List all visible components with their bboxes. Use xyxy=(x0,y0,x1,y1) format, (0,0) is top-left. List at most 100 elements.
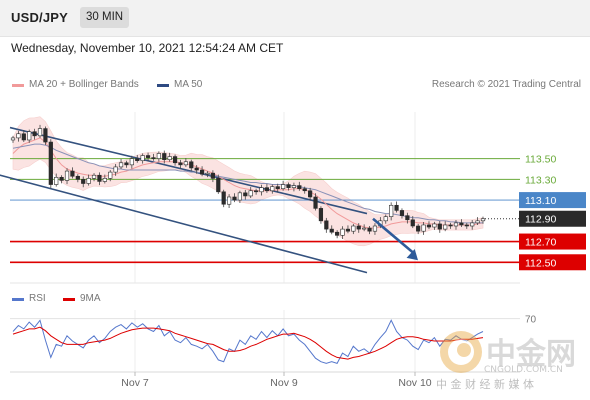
candle-28 xyxy=(162,150,167,164)
candle-74 xyxy=(410,216,415,229)
candle-23 xyxy=(135,154,140,163)
candle-body xyxy=(32,131,37,137)
candle-0 xyxy=(10,135,16,143)
candle-body xyxy=(210,172,215,179)
candle-6 xyxy=(43,126,48,145)
candle-body xyxy=(118,162,124,168)
rsi-legend-label: RSI xyxy=(29,293,46,304)
candle-25 xyxy=(145,152,151,162)
projection-arrow xyxy=(372,217,418,261)
candle-body xyxy=(81,179,86,184)
price-levels xyxy=(10,158,520,264)
candle-body xyxy=(383,216,388,222)
candle-53 xyxy=(297,181,302,191)
candle-body xyxy=(324,220,329,230)
candle-body xyxy=(351,225,356,232)
candle-34 xyxy=(194,165,199,174)
candle-body xyxy=(302,188,307,192)
candle-59 xyxy=(329,225,334,235)
x-tick-label-2: Nov 10 xyxy=(398,377,431,389)
candle-body xyxy=(113,166,118,173)
candle-9 xyxy=(59,175,64,184)
symbol-title: USD/JPY xyxy=(11,10,69,25)
candle-body xyxy=(254,190,259,193)
candle-body xyxy=(64,170,70,181)
level-tag-112.70 xyxy=(519,233,586,250)
candle-body xyxy=(356,225,361,230)
candle-87 xyxy=(480,216,486,224)
candle-body xyxy=(459,222,464,226)
candle-body xyxy=(43,128,48,143)
candle-body xyxy=(437,223,442,230)
timeframe-button[interactable]: 30 MIN xyxy=(80,7,130,28)
candle-52 xyxy=(291,182,297,192)
candle-body xyxy=(432,223,437,228)
candle-85 xyxy=(470,219,475,230)
candle-12 xyxy=(75,174,80,183)
candle-body xyxy=(189,161,194,169)
candle-body xyxy=(37,128,43,137)
level-label-112.50: 112.50 xyxy=(525,257,556,269)
candle-66 xyxy=(367,226,372,235)
candle-body xyxy=(124,162,129,166)
arrow-head xyxy=(406,249,418,261)
candle-19 xyxy=(113,164,118,176)
candle-84 xyxy=(464,222,469,229)
candle-31 xyxy=(178,159,183,169)
channel-upper-line xyxy=(9,126,368,215)
moving-averages xyxy=(12,137,484,229)
level-tag-113.10 xyxy=(519,192,586,209)
watermark-site: CNGOLD.COM.CN xyxy=(484,365,563,375)
candle-body xyxy=(480,218,486,222)
current-price-tag xyxy=(519,210,586,227)
candle-64 xyxy=(356,223,361,233)
candle-body xyxy=(443,224,448,230)
candle-43 xyxy=(243,189,248,200)
rsi-line xyxy=(12,319,484,365)
candle-body xyxy=(108,171,113,179)
candle-body xyxy=(151,157,156,159)
candle-body xyxy=(389,204,394,217)
chart-legend: MA 20 + Bollinger Bands MA 50 Research ©… xyxy=(0,79,590,93)
candle-body xyxy=(145,155,151,158)
candle-38 xyxy=(216,174,221,194)
candle-33 xyxy=(189,159,194,171)
candle-body xyxy=(183,161,188,166)
candle-82 xyxy=(453,219,459,230)
ma20-line xyxy=(12,137,484,229)
current-price-label: 112.90 xyxy=(525,214,556,226)
candle-body xyxy=(10,137,16,141)
candle-body xyxy=(27,131,32,141)
candle-14 xyxy=(86,174,91,186)
rsi-ma-swatch xyxy=(63,298,75,301)
candle-body xyxy=(259,187,264,193)
candle-27 xyxy=(156,151,161,162)
watermark-tagline: 中 金 财 经 新 媒 体 xyxy=(436,378,534,391)
x-tick-label-1: Nov 9 xyxy=(270,377,298,389)
candle-8 xyxy=(54,173,59,187)
candle-body xyxy=(237,192,242,201)
candle-58 xyxy=(324,217,329,233)
chart-header: USD/JPY 30 MIN xyxy=(0,0,590,37)
candle-42 xyxy=(237,190,242,203)
candle-body xyxy=(426,224,432,228)
candle-50 xyxy=(281,180,286,191)
candle-body xyxy=(362,227,367,230)
level-label-112.70: 112.70 xyxy=(525,237,556,249)
candle-body xyxy=(405,215,410,221)
candle-body xyxy=(167,156,172,160)
candle-62 xyxy=(345,225,351,234)
candle-46 xyxy=(259,184,264,196)
candle-body xyxy=(308,190,313,198)
candle-51 xyxy=(286,182,291,191)
candle-body xyxy=(367,227,372,232)
candle-70 xyxy=(389,202,394,221)
candle-56 xyxy=(313,193,318,211)
candle-7 xyxy=(48,139,53,189)
candle-35 xyxy=(199,166,205,177)
candle-17 xyxy=(102,174,107,184)
candle-80 xyxy=(443,221,448,232)
candle-body xyxy=(232,196,237,201)
price-axis-labels: 113.50 113.30 113.10 112.70 112.50 112.90 xyxy=(519,154,586,271)
